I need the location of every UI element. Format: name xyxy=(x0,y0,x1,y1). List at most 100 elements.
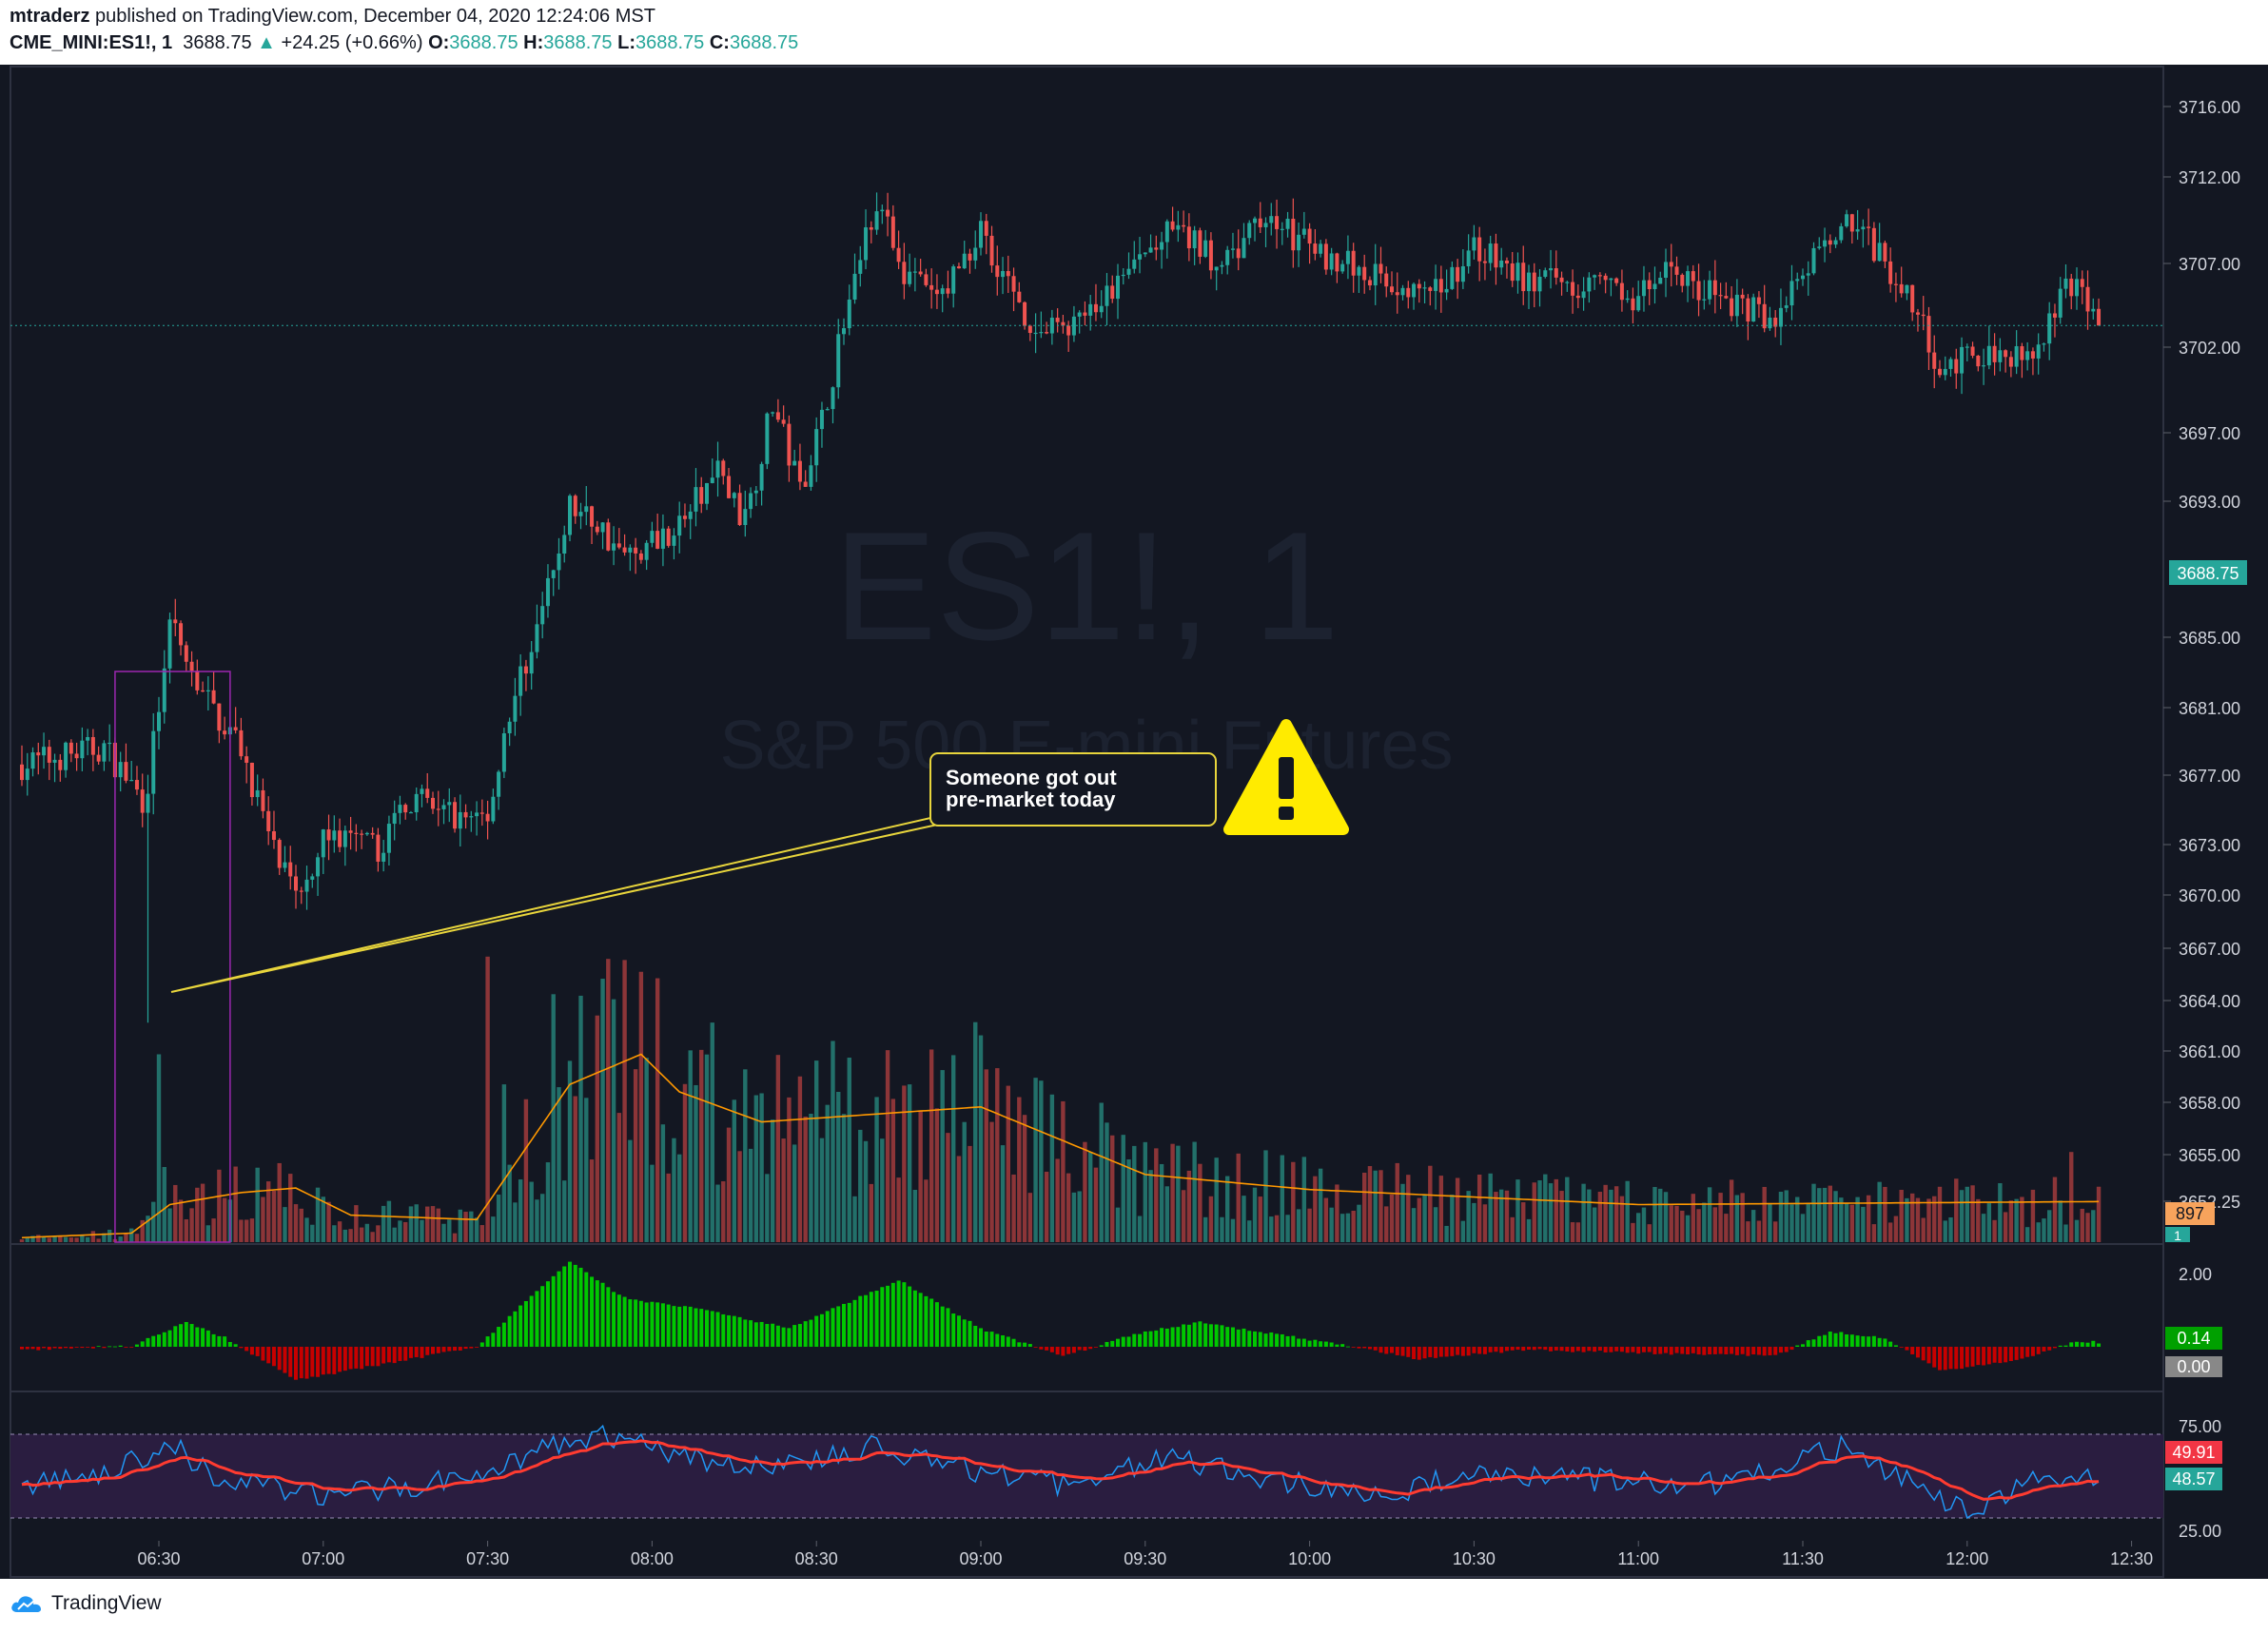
oscillator-bar xyxy=(271,1347,276,1367)
oscillator-bar xyxy=(1066,1347,1071,1354)
rsi-tick-25: 25.00 xyxy=(2179,1522,2221,1541)
candle-body xyxy=(1340,263,1345,272)
volume-bar xyxy=(540,1194,545,1242)
tradingview-logo[interactable]: TradingView xyxy=(10,1592,162,1615)
volume-bar xyxy=(1077,1191,1082,1242)
volume-bar xyxy=(1214,1157,1219,1242)
candle-body xyxy=(463,811,468,818)
volume-bar xyxy=(1488,1173,1493,1242)
warning-icon[interactable] xyxy=(1223,719,1349,835)
author-name[interactable]: mtraderz xyxy=(10,6,90,27)
volume-bar xyxy=(1575,1222,1581,1242)
volume-bar xyxy=(1976,1198,1981,1242)
oscillator-bar xyxy=(420,1347,424,1358)
oscillator-bar xyxy=(1285,1335,1290,1347)
volume-bar xyxy=(1532,1182,1536,1242)
volume-bar xyxy=(1915,1197,1921,1242)
candlestick-series[interactable] xyxy=(20,192,2102,1023)
volume-bar xyxy=(562,1180,567,1242)
volume-bar xyxy=(1099,1102,1104,1242)
oscillator-bar xyxy=(376,1347,381,1367)
candle-body xyxy=(1915,312,1920,315)
oscillator-bar xyxy=(485,1336,490,1347)
candle-body xyxy=(288,862,293,877)
volume-bar xyxy=(140,1219,145,1242)
volume-bar xyxy=(968,1145,972,1242)
volume-bar xyxy=(1883,1186,1887,1242)
candle-body xyxy=(1976,355,1981,367)
oscillator-bar xyxy=(1357,1347,1361,1349)
volume-bar xyxy=(902,1085,907,1242)
candle-body xyxy=(523,666,528,674)
candle-body xyxy=(1214,266,1219,271)
oscillator-bar xyxy=(1071,1347,1076,1353)
volume-bar xyxy=(545,1162,551,1242)
oscillator-bar xyxy=(205,1330,210,1347)
osc-axis[interactable]: 2.00 xyxy=(2179,1265,2212,1284)
volume-histogram xyxy=(19,956,2102,1242)
volume-bar xyxy=(359,1227,364,1242)
candle-body xyxy=(271,831,276,841)
oscillator-bar xyxy=(1006,1336,1010,1347)
volume-bar xyxy=(1543,1174,1548,1242)
time-tick-label: 11:30 xyxy=(1782,1549,1824,1568)
candle-body xyxy=(491,796,496,822)
oscillator-bar xyxy=(1253,1331,1257,1347)
volume-bar xyxy=(1724,1214,1729,1242)
oscillator-bar xyxy=(1049,1347,1054,1352)
oscillator-bar xyxy=(819,1313,824,1347)
oscillator-bar xyxy=(255,1347,260,1356)
candle-body xyxy=(381,852,386,862)
volume-bar xyxy=(973,1021,978,1242)
oscillator-bar xyxy=(2004,1347,2008,1363)
volume-bar xyxy=(1734,1195,1740,1242)
candle-body xyxy=(217,703,222,731)
oscillator-bar xyxy=(1214,1324,1219,1347)
oscillator-bar xyxy=(326,1347,331,1374)
oscillator-bar xyxy=(1691,1347,1695,1353)
rsi-band xyxy=(10,1434,2163,1518)
candle-body xyxy=(1160,242,1164,250)
oscillator-bar xyxy=(1992,1347,1997,1363)
candle-body xyxy=(1275,216,1280,229)
chart-canvas[interactable]: ES1!, 1 S&P 500 E-mini Futures Someone g… xyxy=(0,65,2268,1579)
volume-bar xyxy=(414,1204,419,1242)
volume-bar xyxy=(1849,1204,1855,1242)
footer: TradingView xyxy=(0,1579,2268,1634)
oscillator-bar xyxy=(1861,1335,1866,1347)
annotation-callout[interactable]: Someone got out pre-market today xyxy=(170,752,1217,993)
candle-body xyxy=(1170,221,1175,230)
oscillator-bar xyxy=(1998,1347,2003,1364)
rsi-axis[interactable]: 75.00 25.00 xyxy=(2179,1417,2221,1541)
callout-box[interactable] xyxy=(929,752,1217,827)
oscillator-bar xyxy=(1888,1341,1893,1347)
oscillator-bar xyxy=(929,1298,934,1347)
oscillator-bar xyxy=(1482,1347,1487,1354)
oscillator-bar xyxy=(1367,1347,1372,1350)
candle-body xyxy=(321,829,325,858)
volume-bar xyxy=(436,1208,440,1242)
oscillator-bar xyxy=(1674,1347,1679,1353)
oscillator-bar xyxy=(1001,1335,1006,1347)
candle-body xyxy=(1417,283,1421,289)
oscillator-bar xyxy=(239,1347,244,1349)
premarket-highlight-box[interactable] xyxy=(114,671,231,1243)
oscillator-bar xyxy=(112,1346,117,1348)
price-axis[interactable]: 3716.00 3712.00 3707.00 3702.00 3697.00 3693.… xyxy=(2163,98,2240,1212)
oscillator-bar xyxy=(431,1347,435,1354)
candle-body xyxy=(1543,270,1548,278)
volume-bar xyxy=(1905,1197,1909,1242)
oscillator-bar xyxy=(1686,1347,1691,1355)
oscillator-bar xyxy=(184,1321,188,1347)
candle-body xyxy=(392,812,397,825)
volume-bar xyxy=(907,1084,912,1242)
candle-body xyxy=(326,829,331,841)
oscillator-bar xyxy=(979,1328,983,1347)
candle-body xyxy=(1198,230,1202,257)
volume-bar xyxy=(63,1236,68,1242)
time-axis[interactable]: 06:30 07:00 07:30 08:00 08:30 09:00 09:30 10:00… xyxy=(137,1541,2153,1568)
time-tick-label: 06:30 xyxy=(137,1549,180,1568)
volume-bar xyxy=(1378,1170,1383,1242)
oscillator-bar xyxy=(1532,1347,1536,1351)
candle-body xyxy=(1121,274,1125,277)
